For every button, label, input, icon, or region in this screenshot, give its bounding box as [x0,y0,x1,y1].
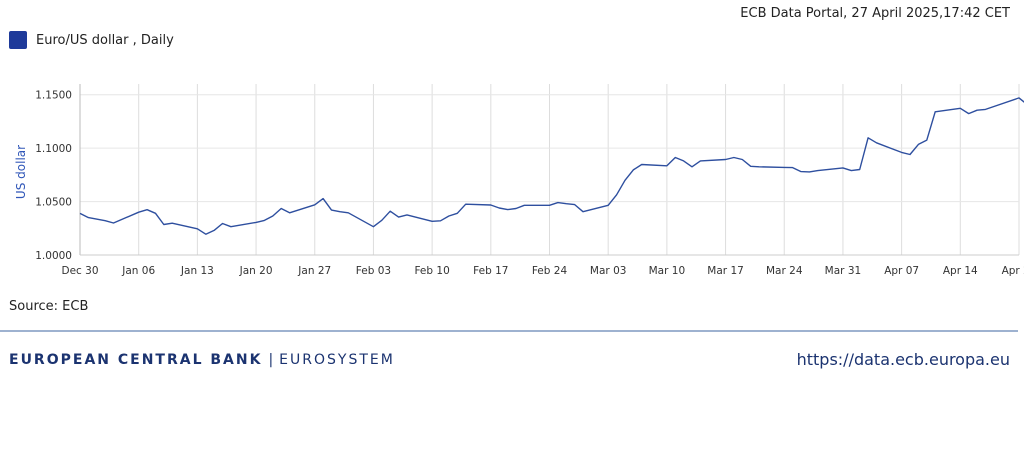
x-tick-label: Jan 06 [121,265,155,277]
source-note: Source: ECB [9,299,89,314]
ecb-logo-text: EUROPEAN CENTRAL BANK | EUROSYSTEM [9,352,395,368]
portal-timestamp: ECB Data Portal, 27 April 2025,17:42 CET [740,6,1010,21]
eurosystem-name: EUROSYSTEM [279,352,395,368]
x-tick-label: Apr 07 [884,265,919,277]
x-tick-label: Apr 21 [1002,265,1024,277]
x-tick-label: Dec 30 [61,265,98,277]
legend-label: Euro/US dollar , Daily [36,32,174,48]
x-tick-label: Mar 31 [825,265,862,277]
logo-separator: | [268,352,274,368]
chart-legend[interactable]: Euro/US dollar , Daily [9,31,174,49]
series-line-eur-usd[interactable] [79,97,1024,235]
x-tick-label: Jan 20 [239,265,273,277]
y-tick-label: 1.0000 [35,250,72,262]
x-tick-label: Jan 13 [180,265,214,277]
footer-divider [0,330,1018,332]
eur-usd-line-chart: Dec 30 Jan 06 Jan 13 Jan 20 Jan 27 Feb 03 Feb … [14,84,1024,277]
x-tick-label: Feb 17 [473,265,508,277]
legend-swatch [9,31,27,49]
x-tick-label: Jan 27 [297,265,331,277]
bank-name: EUROPEAN CENTRAL BANK [9,352,263,368]
x-tick-label: Apr 14 [943,265,978,277]
tick-labels: Dec 30 Jan 06 Jan 13 Jan 20 Jan 27 Feb 03 Feb … [35,90,1024,277]
ecb-data-link[interactable]: https://data.ecb.europa.eu [796,350,1010,369]
series-layer [79,97,1024,235]
gridlines [80,84,1020,256]
y-axis-label: US dollar [14,145,28,199]
x-tick-label: Feb 10 [414,265,449,277]
x-tick-label: Mar 03 [590,265,627,277]
x-tick-label: Mar 10 [649,265,686,277]
x-tick-label: Feb 24 [532,265,568,277]
y-tick-label: 1.0500 [35,197,72,209]
x-tick-label: Mar 24 [766,265,803,277]
x-tick-label: Feb 03 [356,265,391,277]
axes [79,84,1019,256]
x-tick-label: Mar 17 [707,265,744,277]
y-tick-label: 1.1500 [35,90,72,102]
y-tick-label: 1.1000 [35,143,72,155]
